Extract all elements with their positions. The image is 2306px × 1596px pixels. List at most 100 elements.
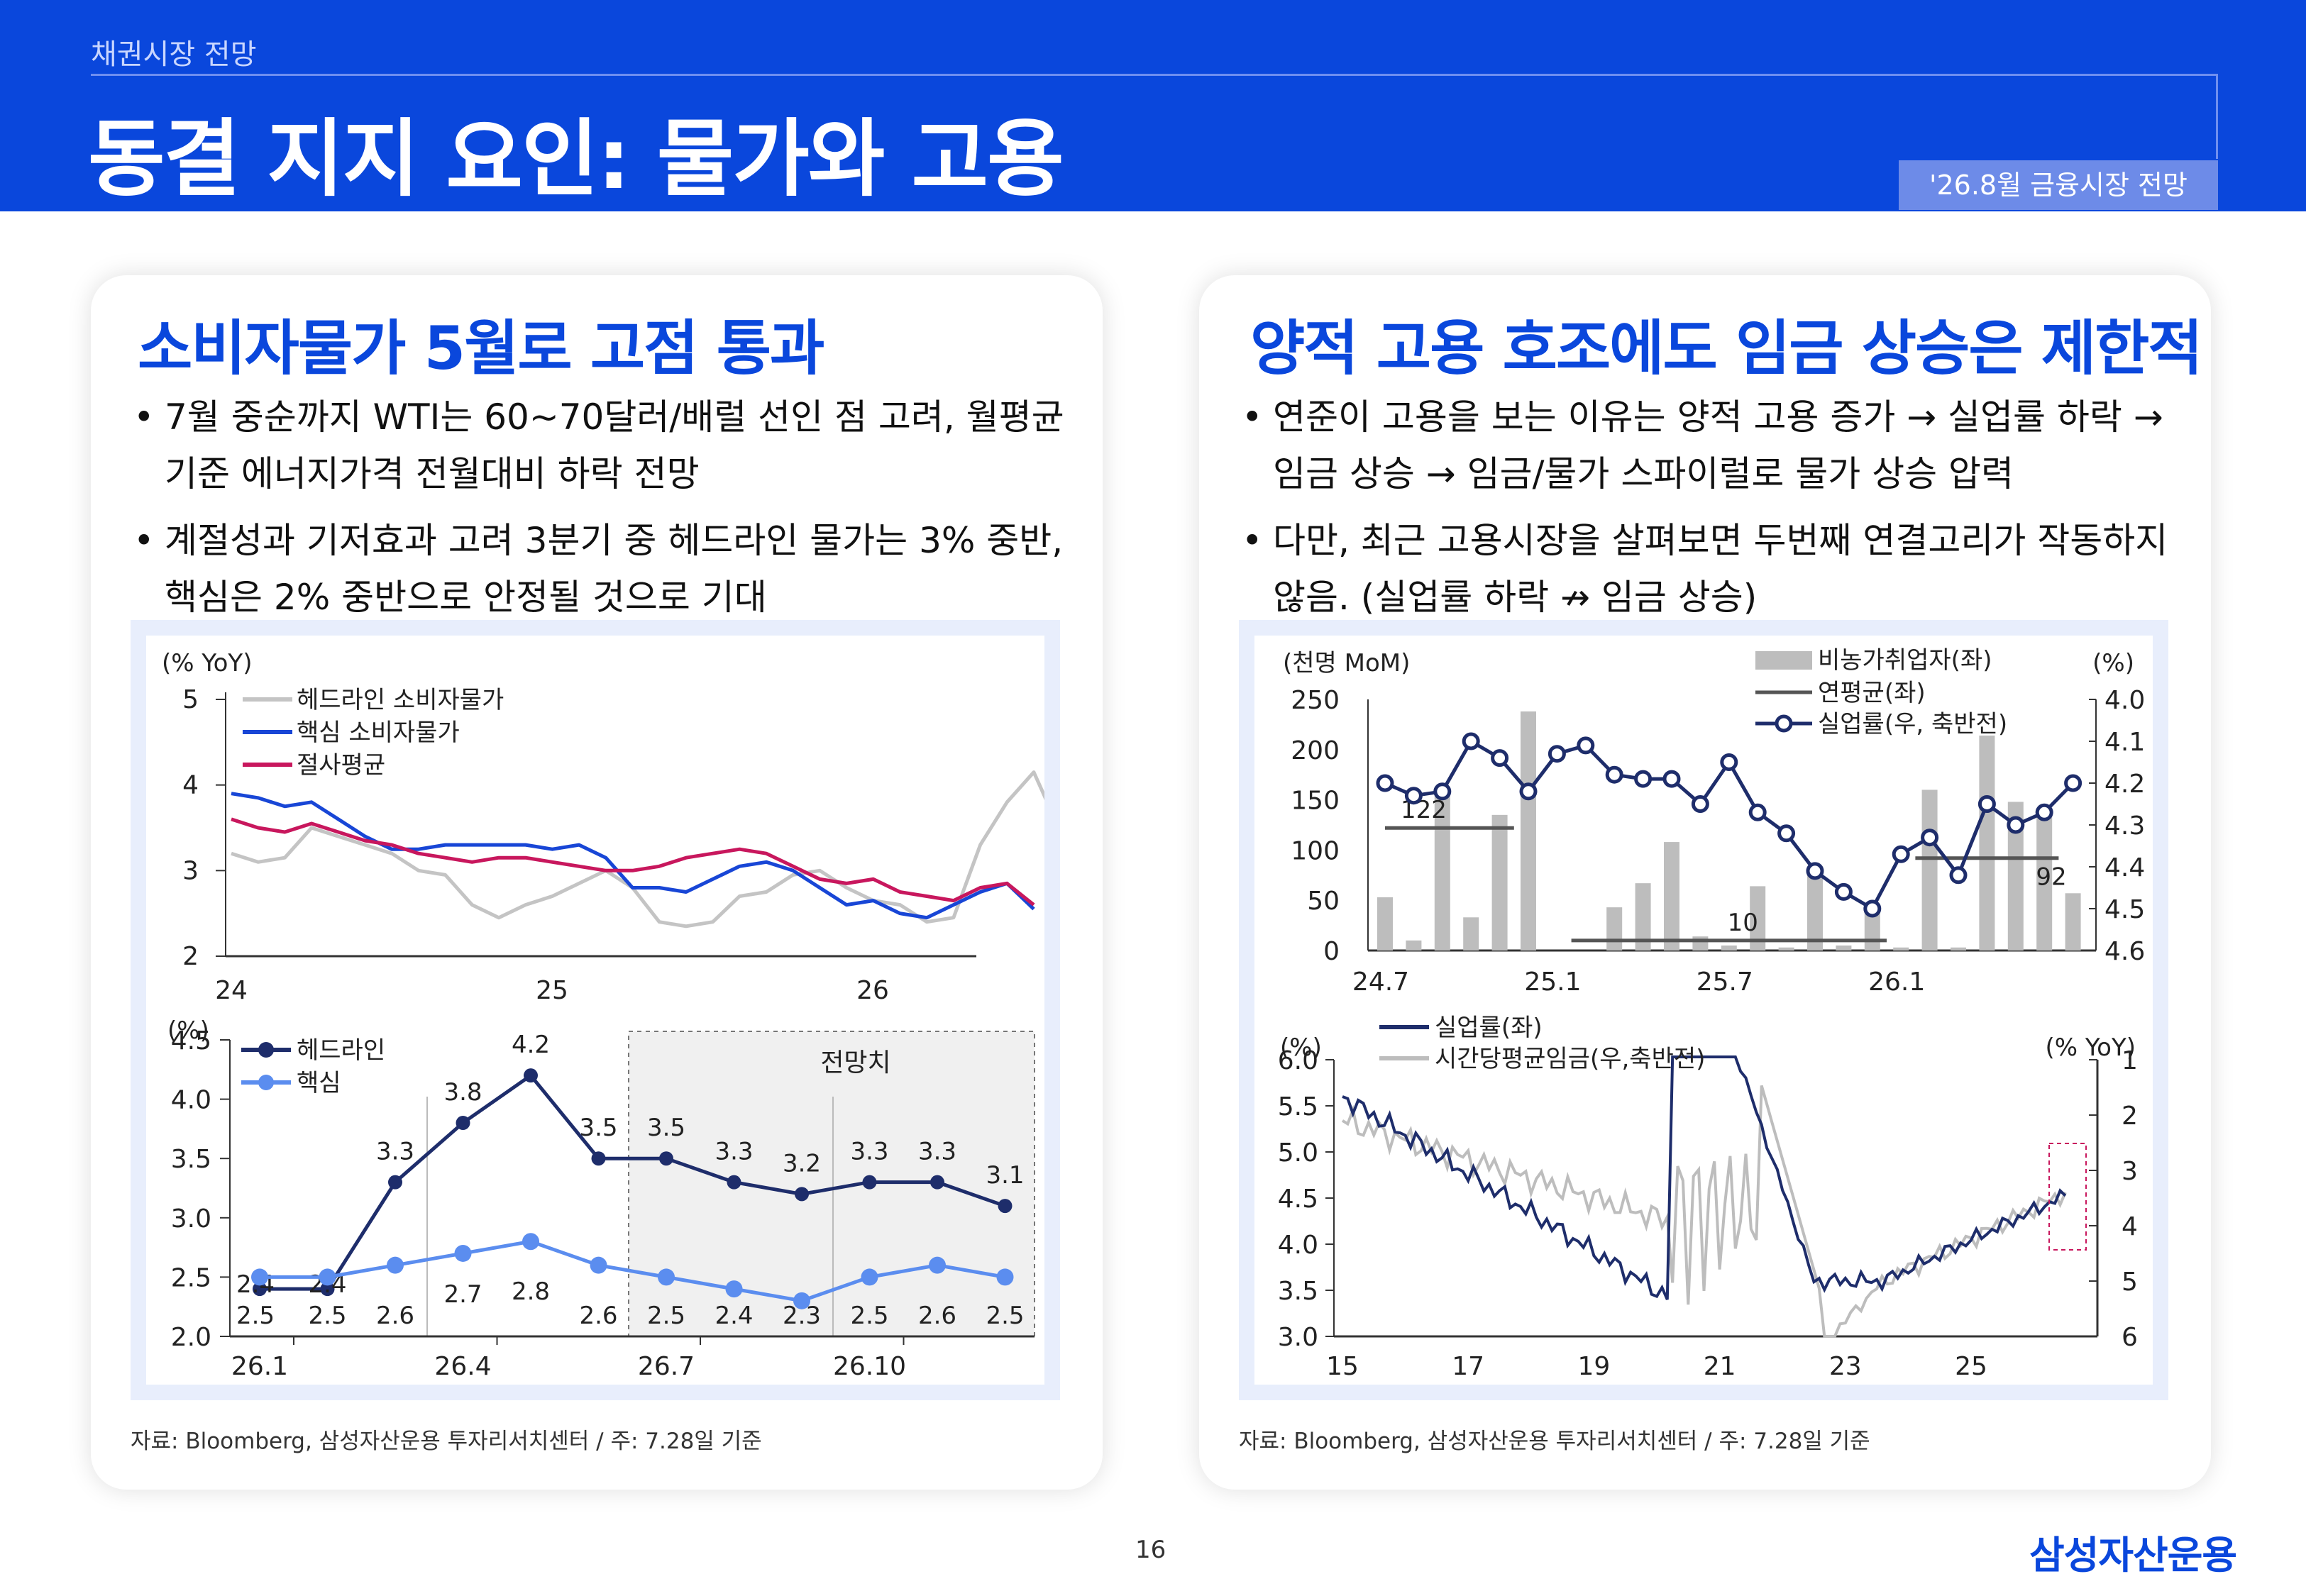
- payroll-bar: [1491, 814, 1508, 951]
- data-point: [727, 1175, 741, 1190]
- page-number: 16: [1135, 1536, 1166, 1564]
- data-point: [658, 1268, 675, 1286]
- y-axis-label: (%): [1280, 1033, 1322, 1062]
- data-point: [1777, 824, 1796, 843]
- data-label: 2.6: [918, 1302, 956, 1330]
- source-note: 자료: Bloomberg, 삼성자산운용 투자리서치센터 / 주: 7.28일…: [131, 1429, 762, 1454]
- legend-label: 실업률(우, 축반전): [1818, 710, 2007, 738]
- bullet-list: 연준이 고용을 보는 이유는 양적 고용 증가 → 실업률 하락 → 임금 상승…: [1242, 389, 2192, 636]
- trimmed-mean-line: [231, 817, 1035, 907]
- wage-growth-line: [1341, 1085, 2067, 1338]
- y-axis-label: (%): [167, 1016, 209, 1045]
- data-point: [1834, 882, 1853, 901]
- data-label: 3.3: [850, 1138, 888, 1166]
- y2-tick-label: 3: [2122, 1157, 2138, 1186]
- data-point: [1404, 787, 1423, 805]
- bullet-item: 계절성과 기저효과 고려 3분기 중 헤드라인 물가는 3% 중반, 핵심은 2…: [133, 512, 1084, 626]
- data-label: 2.5: [986, 1302, 1024, 1330]
- data-point: [590, 1256, 607, 1274]
- legend-marker: [258, 1075, 274, 1090]
- payroll-bar: [1377, 897, 1393, 951]
- data-point: [795, 1187, 809, 1202]
- payroll-bar: [1836, 945, 1852, 951]
- data-label: 3.1: [986, 1161, 1024, 1190]
- y-tick-label: 200: [1291, 736, 1340, 765]
- data-point: [1921, 829, 1939, 847]
- payroll-bar: [1463, 917, 1479, 951]
- data-label: 2.6: [579, 1302, 617, 1330]
- cpi-forecast-chart: 전망치 (%)4.5 4.0 3.5 3.0 2.5 2.0 26.1 26.4 26.7 26.1…: [167, 1016, 1035, 1381]
- data-label: 4.2: [512, 1031, 550, 1059]
- headline-forecast-line: [260, 1073, 1006, 1291]
- data-point: [251, 1268, 268, 1286]
- payroll-bar: [1979, 735, 1995, 951]
- average-label: 10: [1728, 909, 1758, 937]
- x-tick-label: 26: [856, 976, 889, 1005]
- y-tick-label: 150: [1291, 787, 1340, 816]
- payroll-bar: [2007, 802, 2024, 951]
- x-tick-label: 26.7: [638, 1352, 695, 1381]
- forecast-label: 전망치: [820, 1048, 890, 1077]
- data-point: [1949, 866, 1968, 885]
- inflation-card: 소비자물가 5월로 고점 통과 7월 중순까지 WTI는 60~70달러/배럴 …: [91, 275, 1103, 1490]
- y2-tick-label: 6: [2122, 1323, 2138, 1352]
- x-tick-label: 15: [1326, 1352, 1359, 1381]
- x-tick-label: 25: [1955, 1352, 1987, 1381]
- data-point: [253, 1282, 267, 1297]
- data-point: [1662, 770, 1681, 788]
- card-title: 양적 고용 호조에도 임금 상승은 제한적: [1250, 314, 2203, 383]
- data-point: [1806, 862, 1824, 880]
- y-tick-label: 4: [182, 771, 199, 800]
- page-header: 채권시장 전망 동결 지지 요인: 물가와 고용 '26.8월 금융시장 전망: [0, 0, 2306, 211]
- y-tick-label: 5: [182, 685, 199, 714]
- data-point: [524, 1068, 538, 1083]
- chart-panel: (천명 MoM) (%) 250 200 150 100 50 0 4.0 4.1 4.2 4.3 4.…: [1239, 620, 2168, 1400]
- source-note: 자료: Bloomberg, 삼성자산운용 투자리서치센터 / 주: 7.28일…: [1239, 1429, 1870, 1454]
- x-tick-label: 21: [1704, 1352, 1736, 1381]
- core-forecast-line: [260, 1239, 1005, 1303]
- payroll-bar: [1521, 711, 1536, 951]
- data-label: 3.5: [579, 1114, 617, 1142]
- payroll-bar: [1664, 842, 1679, 951]
- x-tick-label: 26.1: [1868, 968, 1925, 997]
- x-tick-label: 25: [536, 976, 568, 1005]
- y-tick-label: 0: [1323, 937, 1340, 966]
- average-label: 92: [2036, 863, 2066, 892]
- payroll-bar: [1951, 947, 1966, 951]
- data-point: [1634, 770, 1653, 788]
- y-tick-label: 5.0: [1278, 1138, 1318, 1168]
- bullet-list: 7월 중순까지 WTI는 60~70달러/배럴 선인 점 고려, 월평균 기준 …: [133, 389, 1084, 636]
- data-label: 2.8: [512, 1278, 550, 1306]
- bullet-item: 연준이 고용을 보는 이유는 양적 고용 증가 → 실업률 하락 → 임금 상승…: [1242, 389, 2192, 502]
- y2-axis-label: (% YoY): [2046, 1033, 2136, 1062]
- x-tick-label: 23: [1829, 1352, 1862, 1381]
- data-label: 2.5: [647, 1302, 685, 1330]
- payrolls-chart: (천명 MoM) (%) 250 200 150 100 50 0 4.0 4.1 4.2 4.3 4.…: [1283, 646, 2145, 997]
- y2-tick-label: 5: [2122, 1268, 2138, 1297]
- y-tick-label: 3.0: [1278, 1323, 1318, 1352]
- y-tick-label: 4.5: [171, 1026, 211, 1055]
- payroll-bar: [1406, 940, 1422, 951]
- data-point: [862, 1175, 877, 1190]
- data-point: [388, 1175, 402, 1190]
- headline-cpi-line: [231, 770, 1044, 929]
- legend-marker: [258, 1042, 274, 1058]
- data-point: [998, 1199, 1013, 1214]
- legend-label: 시간당평균임금(우,축반전): [1435, 1045, 1705, 1073]
- y-tick-label: 100: [1291, 836, 1340, 865]
- legend-label: 핵심: [297, 1069, 341, 1097]
- data-label: 3.5: [647, 1114, 685, 1142]
- page-title: 동결 지지 요인: 물가와 고용: [88, 110, 1064, 208]
- x-tick-label: 26.1: [231, 1352, 288, 1381]
- x-tick-label: 24: [215, 976, 248, 1005]
- data-point: [1433, 782, 1452, 801]
- data-label: 2.5: [308, 1302, 346, 1330]
- y2-tick-label: 4: [2122, 1212, 2138, 1241]
- bullet-item: 7월 중순까지 WTI는 60~70달러/배럴 선인 점 고려, 월평균 기준 …: [133, 389, 1084, 502]
- y-tick-label: 3.5: [171, 1145, 211, 1174]
- data-point: [1577, 736, 1595, 755]
- data-label: 2.3: [783, 1302, 821, 1330]
- report-tag: '26.8월 금융시장 전망: [1899, 160, 2218, 210]
- y2-tick-label: 4.2: [2104, 770, 2145, 799]
- data-point: [1462, 732, 1480, 750]
